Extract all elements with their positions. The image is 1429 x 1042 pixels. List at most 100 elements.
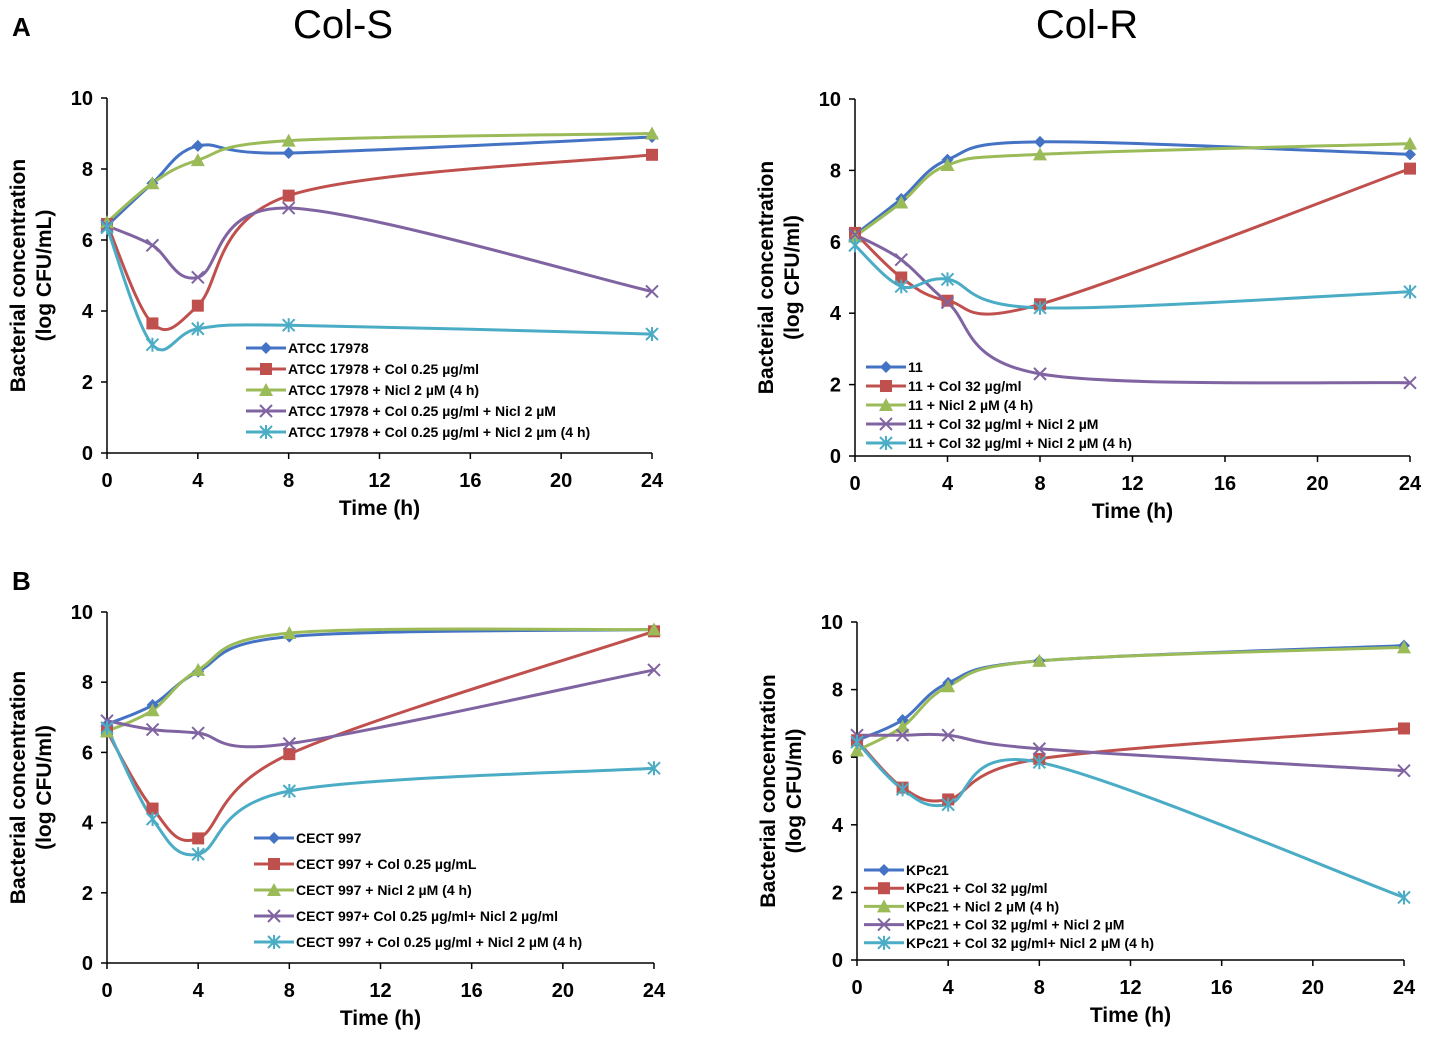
marker bbox=[259, 425, 273, 439]
marker-shape bbox=[281, 133, 296, 147]
legend-label: KPc21 + Col 32 µg/ml+ Nicl 2 µM (4 h) bbox=[906, 935, 1154, 951]
marker-shape bbox=[145, 176, 160, 190]
x-tick-label: 0 bbox=[849, 473, 860, 495]
y-tick-label: 2 bbox=[82, 372, 93, 394]
x-tick-label: 20 bbox=[552, 980, 574, 1002]
marker-shape bbox=[1033, 367, 1047, 381]
marker-shape bbox=[259, 383, 273, 396]
marker-shape bbox=[878, 864, 890, 876]
y-tick-label: 0 bbox=[832, 950, 843, 972]
marker bbox=[894, 195, 909, 209]
marker bbox=[877, 935, 891, 950]
legend-label: CECT 997 bbox=[296, 830, 362, 846]
marker bbox=[282, 147, 295, 160]
marker-shape bbox=[1404, 162, 1416, 175]
marker bbox=[191, 270, 205, 284]
marker bbox=[1033, 300, 1047, 315]
y-tick-label: 8 bbox=[82, 672, 93, 694]
marker bbox=[895, 782, 910, 797]
legend-label: KPc21 + Col 32 µg/ml bbox=[906, 880, 1048, 896]
marker bbox=[1032, 755, 1047, 770]
y-axis-label: (log CFU/ml) bbox=[781, 215, 804, 340]
marker bbox=[1032, 653, 1047, 667]
marker bbox=[145, 238, 160, 253]
marker-shape bbox=[880, 361, 892, 373]
marker bbox=[878, 882, 890, 895]
marker bbox=[878, 864, 890, 876]
legend-label: CECT 997+ Col 0.25 µg/ml+ Nicl 2 µg/ml bbox=[296, 908, 558, 924]
x-tick-label: 12 bbox=[1119, 977, 1141, 999]
series-line bbox=[854, 233, 1411, 385]
marker bbox=[941, 728, 955, 742]
marker bbox=[191, 662, 206, 676]
marker-shape bbox=[1034, 135, 1046, 148]
marker bbox=[260, 342, 272, 354]
marker-shape bbox=[895, 728, 910, 742]
marker bbox=[1404, 162, 1416, 175]
legend-label: KPc21 + Col 32 µg/ml + Nicl 2 µM bbox=[906, 917, 1124, 933]
x-tick-label: 8 bbox=[283, 470, 294, 492]
marker-shape bbox=[1032, 742, 1047, 756]
series-line bbox=[105, 227, 653, 352]
marker-shape bbox=[282, 189, 295, 202]
y-tick-label: 4 bbox=[82, 301, 94, 323]
x-tick-label: 20 bbox=[1302, 977, 1324, 999]
marker bbox=[1397, 890, 1411, 905]
y-tick-label: 0 bbox=[830, 446, 841, 468]
marker bbox=[191, 299, 204, 312]
marker-shape bbox=[190, 153, 205, 167]
legend-label: KPc21 + Nicl 2 µM (4 h) bbox=[906, 898, 1059, 914]
marker-shape bbox=[145, 703, 160, 717]
x-tick-label: 0 bbox=[101, 470, 112, 492]
series-line bbox=[105, 135, 653, 227]
legend-label: KPc21 bbox=[906, 862, 949, 878]
x-tick-label: 20 bbox=[550, 470, 572, 492]
marker bbox=[145, 722, 160, 737]
marker-shape bbox=[1404, 148, 1416, 161]
marker bbox=[100, 220, 114, 235]
y-axis-label: (log CFU/ml) bbox=[33, 725, 56, 850]
y-tick-label: 6 bbox=[832, 747, 843, 769]
marker bbox=[879, 398, 893, 411]
marker-shape bbox=[877, 899, 891, 913]
x-tick-label: 24 bbox=[641, 470, 664, 492]
marker bbox=[259, 383, 273, 396]
y-tick-label: 10 bbox=[821, 612, 843, 634]
marker-shape bbox=[1398, 722, 1410, 735]
x-tick-label: 4 bbox=[193, 980, 205, 1002]
y-axis-label: Bacterial concentration bbox=[755, 161, 778, 394]
legend-label: CECT 997 + Col 0.25 µg/mL bbox=[296, 856, 477, 872]
legend-label: ATCC 17978 + Col 0.25 µg/ml bbox=[288, 361, 479, 377]
marker-shape bbox=[191, 270, 205, 284]
marker bbox=[941, 797, 955, 812]
marker-shape bbox=[268, 832, 280, 844]
marker-shape bbox=[941, 294, 954, 307]
y-tick-label: 4 bbox=[830, 303, 842, 325]
series-line bbox=[105, 629, 655, 842]
y-tick-label: 8 bbox=[82, 159, 93, 181]
marker-shape bbox=[260, 363, 272, 375]
y-tick-label: 6 bbox=[830, 232, 841, 254]
marker bbox=[879, 436, 893, 450]
x-tick-label: 16 bbox=[461, 980, 483, 1002]
marker bbox=[267, 909, 281, 923]
marker-shape bbox=[879, 417, 893, 431]
marker-shape bbox=[645, 284, 659, 299]
marker-shape bbox=[1033, 147, 1047, 161]
marker-shape bbox=[941, 679, 956, 693]
marker bbox=[877, 899, 891, 913]
series-line bbox=[106, 206, 653, 293]
y-tick-label: 10 bbox=[71, 602, 93, 624]
marker bbox=[940, 295, 955, 310]
x-axis-label: Time (h) bbox=[339, 497, 420, 520]
series-line bbox=[854, 142, 1411, 238]
marker bbox=[282, 784, 297, 799]
marker bbox=[880, 361, 892, 373]
x-axis-label: Time (h) bbox=[1092, 500, 1173, 523]
marker-shape bbox=[268, 858, 280, 870]
y-tick-label: 10 bbox=[819, 89, 841, 111]
y-axis-label: Bacterial concentration bbox=[7, 671, 30, 904]
marker bbox=[850, 734, 864, 749]
y-tick-label: 0 bbox=[82, 953, 93, 975]
marker-shape bbox=[259, 404, 273, 418]
